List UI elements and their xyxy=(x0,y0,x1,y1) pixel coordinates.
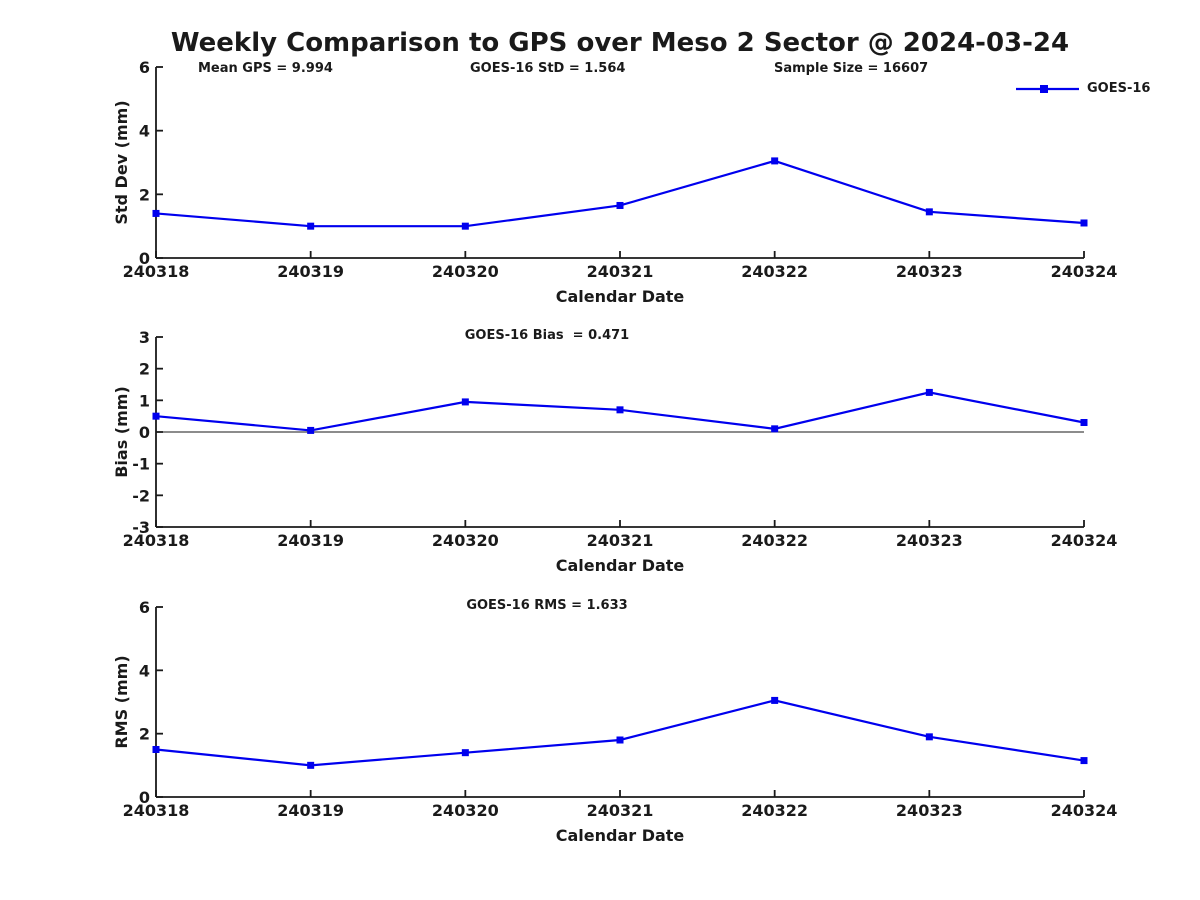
y-tick-label: 0 xyxy=(139,788,150,807)
rms-annotation: GOES-16 RMS = 1.633 xyxy=(466,598,628,613)
x-tick-label: 240319 xyxy=(277,801,344,820)
x-tick-label: 240322 xyxy=(741,801,808,820)
data-point-marker xyxy=(616,201,624,209)
series-line-GOES-16 xyxy=(155,699,1085,767)
y-tick-label: 2 xyxy=(139,725,150,744)
x-tick-label: 240319 xyxy=(277,531,344,550)
data-point-marker xyxy=(152,746,160,753)
x-tick-label: 240318 xyxy=(123,262,190,281)
series-line-GOES-16 xyxy=(155,159,1085,228)
stat-sample-size: Sample Size = 16607 xyxy=(774,61,929,76)
subplot-0: 0 2 4 6 240318 240319 240320 240321 240322 240323… xyxy=(112,58,1117,306)
x-tick-label: 240320 xyxy=(432,801,499,820)
y-tick-label: 0 xyxy=(139,423,150,442)
y-tick-label: -1 xyxy=(132,455,150,474)
data-point-marker xyxy=(616,406,624,414)
x-axis-label: Calendar Date xyxy=(556,287,685,306)
data-point-marker xyxy=(152,412,160,420)
x-tick-label: 240324 xyxy=(1051,531,1118,550)
data-point-marker xyxy=(461,749,469,757)
y-tick-label: 1 xyxy=(139,391,150,410)
x-tick-label: 240318 xyxy=(123,801,190,820)
x-tick-label: 240323 xyxy=(896,801,963,820)
bias-annotation: GOES-16 Bias = 0.471 xyxy=(464,328,630,343)
y-tick-label: 0 xyxy=(139,249,150,268)
data-point-marker xyxy=(616,736,624,744)
data-point-marker xyxy=(307,222,315,230)
y-tick-label: 6 xyxy=(139,58,150,77)
data-point-marker xyxy=(461,222,469,230)
data-point-marker xyxy=(925,733,933,741)
x-axis-label: Calendar Date xyxy=(556,826,685,845)
x-tick-label: 240321 xyxy=(587,801,654,820)
y-tick-label: 2 xyxy=(139,185,150,204)
data-point-marker xyxy=(771,696,779,704)
legend: GOES-16 xyxy=(1016,81,1150,96)
data-point-marker xyxy=(771,425,779,433)
legend-square-marker xyxy=(1040,84,1048,93)
data-point-marker xyxy=(925,388,933,396)
x-tick-label: 240320 xyxy=(432,262,499,281)
subplot-2: 0 2 4 6 240318 240319 240320 240321 240322 240323… xyxy=(112,598,1117,845)
y-tick-label: 6 xyxy=(139,598,150,617)
x-tick-label: 240320 xyxy=(432,531,499,550)
x-tick-label: 240318 xyxy=(123,531,190,550)
data-point-marker xyxy=(1080,219,1088,227)
x-tick-label: 240322 xyxy=(741,262,808,281)
x-tick-label: 240321 xyxy=(587,262,654,281)
x-tick-label: 240319 xyxy=(277,262,344,281)
stat-goes16-std: GOES-16 StD = 1.564 xyxy=(470,61,626,76)
y-axis-label: Std Dev (mm) xyxy=(112,100,131,224)
y-tick-label: 4 xyxy=(139,661,150,680)
data-point-marker xyxy=(461,398,469,406)
data-point-marker xyxy=(925,208,933,216)
y-tick-label: 3 xyxy=(139,328,150,347)
x-tick-label: 240323 xyxy=(896,262,963,281)
y-tick-label: 2 xyxy=(139,360,150,379)
y-tick-label: -2 xyxy=(132,486,150,505)
x-tick-label: 240324 xyxy=(1051,801,1118,820)
data-point-marker xyxy=(1080,757,1088,765)
y-axis-label: RMS (mm) xyxy=(112,655,131,748)
figure-title: Weekly Comparison to GPS over Meso 2 Sec… xyxy=(170,28,1070,58)
data-point-marker xyxy=(1080,419,1088,426)
legend-line-marker-icon xyxy=(1016,84,1079,93)
data-point-marker xyxy=(307,761,315,769)
x-tick-label: 240322 xyxy=(741,531,808,550)
y-tick-label: -3 xyxy=(132,518,150,537)
y-tick-label: 4 xyxy=(139,122,150,141)
data-point-marker xyxy=(307,426,315,434)
y-axis-label: Bias (mm) xyxy=(112,386,131,478)
data-point-marker xyxy=(771,157,779,165)
data-point-marker xyxy=(152,209,160,217)
x-axis-label: Calendar Date xyxy=(556,556,685,575)
subplot-1: -3 -2 -1 0 1 2 3 240318 240319 240320 240321 240322… xyxy=(112,328,1117,575)
stat-mean-gps: Mean GPS = 9.994 xyxy=(198,61,333,76)
legend-label: GOES-16 xyxy=(1087,81,1151,96)
x-tick-label: 240323 xyxy=(896,531,963,550)
x-tick-label: 240321 xyxy=(587,531,654,550)
x-tick-label: 240324 xyxy=(1051,262,1118,281)
